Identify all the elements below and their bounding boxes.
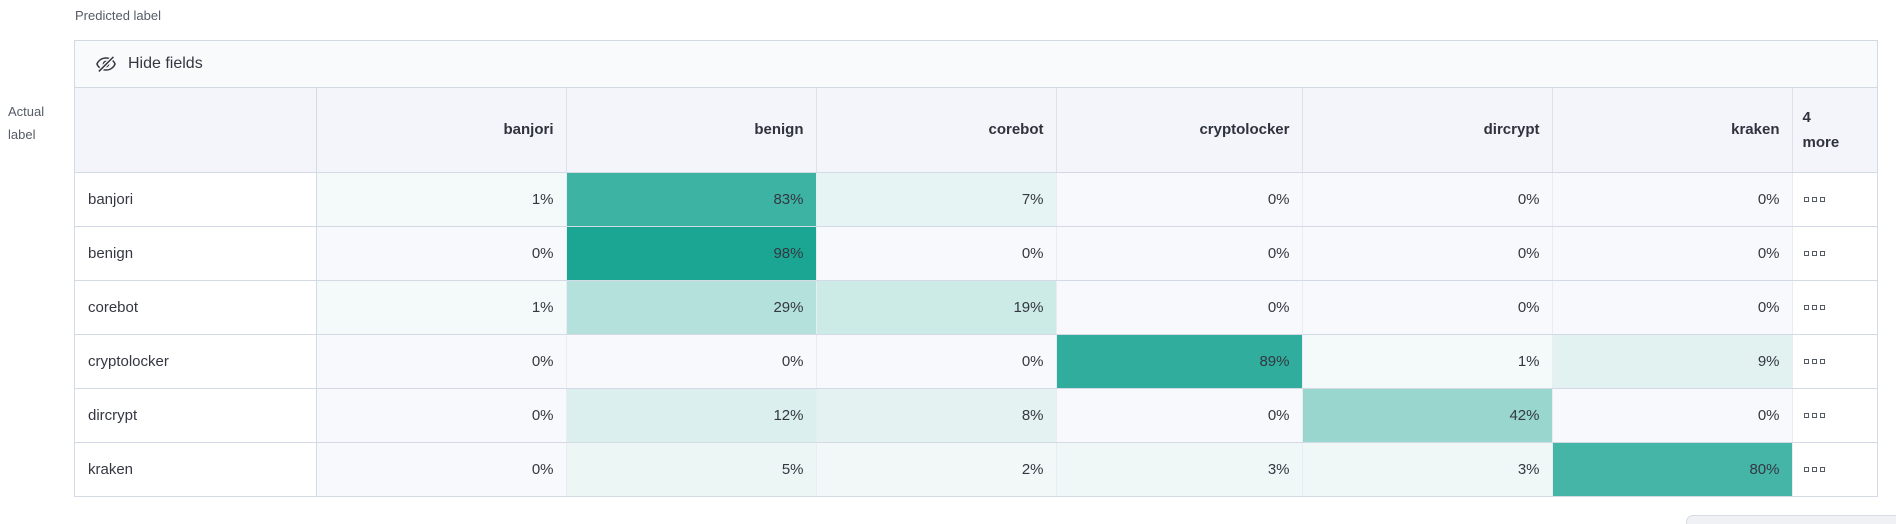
grid-toolbar: Hide fields (75, 41, 1877, 88)
header-corner (75, 88, 317, 173)
row-label-kraken: kraken (75, 442, 317, 496)
matrix-row-banjori: banjori 1% 83% 7% 0% 0% 0% (75, 172, 1877, 227)
matrix-cell-benign-cryptolocker: 0% (1056, 226, 1303, 281)
matrix-cell-dircrypt-benign: 12% (566, 388, 817, 443)
actual-axis-label-line2: label (8, 127, 36, 142)
hide-fields-label: Hide fields (128, 55, 203, 72)
confusion-matrix-panel: Hide fields banjori benign corebot cryptolo… (74, 40, 1878, 497)
matrix-cell-banjori-dircrypt: 0% (1302, 172, 1553, 227)
matrix-cell-corebot-dircrypt: 0% (1302, 280, 1553, 335)
hide-fields-button[interactable]: Hide fields (95, 53, 203, 75)
boxes-horizontal-icon[interactable] (1803, 304, 1825, 310)
confusion-matrix-grid: banjori benign corebot cryptolocker dircrypt… (75, 88, 1877, 496)
matrix-cell-cryptolocker-corebot: 0% (816, 334, 1057, 389)
matrix-cell-banjori-corebot: 7% (816, 172, 1057, 227)
boxes-horizontal-icon[interactable] (1803, 358, 1825, 364)
boxes-horizontal-icon[interactable] (1803, 466, 1825, 472)
matrix-cell-cryptolocker-kraken: 9% (1552, 334, 1793, 389)
matrix-cell-corebot-benign: 29% (566, 280, 817, 335)
matrix-cell-cryptolocker-benign: 0% (566, 334, 817, 389)
row-label-banjori: banjori (75, 172, 317, 227)
matrix-cell-benign-banjori: 0% (316, 226, 567, 281)
eye-closed-icon (95, 53, 117, 75)
row-label-corebot: corebot (75, 280, 317, 335)
column-header-corebot[interactable]: corebot (816, 88, 1057, 173)
column-header-banjori[interactable]: banjori (316, 88, 567, 173)
row-label-benign: benign (75, 226, 317, 281)
row-actions-cell (1792, 172, 1877, 227)
matrix-cell-dircrypt-banjori: 0% (316, 388, 567, 443)
matrix-cell-benign-kraken: 0% (1552, 226, 1793, 281)
matrix-cell-kraken-dircrypt: 3% (1302, 442, 1553, 496)
matrix-cell-banjori-cryptolocker: 0% (1056, 172, 1303, 227)
column-header-cryptolocker[interactable]: cryptolocker (1056, 88, 1303, 173)
matrix-cell-corebot-banjori: 1% (316, 280, 567, 335)
row-actions-cell (1792, 334, 1877, 389)
matrix-cell-benign-benign: 98% (566, 226, 817, 281)
column-header-kraken[interactable]: kraken (1552, 88, 1793, 173)
boxes-horizontal-icon[interactable] (1803, 250, 1825, 256)
actual-axis-label-line1: Actual (8, 104, 45, 119)
matrix-cell-dircrypt-dircrypt: 42% (1302, 388, 1553, 443)
boxes-horizontal-icon[interactable] (1803, 196, 1825, 202)
matrix-cell-kraken-corebot: 2% (816, 442, 1057, 496)
matrix-cell-kraken-kraken: 80% (1552, 442, 1793, 496)
matrix-cell-dircrypt-kraken: 0% (1552, 388, 1793, 443)
matrix-cell-kraken-banjori: 0% (316, 442, 567, 496)
matrix-cell-cryptolocker-banjori: 0% (316, 334, 567, 389)
matrix-cell-banjori-banjori: 1% (316, 172, 567, 227)
matrix-cell-benign-corebot: 0% (816, 226, 1057, 281)
row-label-cryptolocker: cryptolocker (75, 334, 317, 389)
matrix-cell-corebot-kraken: 0% (1552, 280, 1793, 335)
column-header-more[interactable]: 4 more (1792, 88, 1877, 173)
row-label-dircrypt: dircrypt (75, 388, 317, 443)
boxes-horizontal-icon[interactable] (1803, 412, 1825, 418)
matrix-cell-banjori-kraken: 0% (1552, 172, 1793, 227)
matrix-cell-dircrypt-corebot: 8% (816, 388, 1057, 443)
matrix-cell-kraken-cryptolocker: 3% (1056, 442, 1303, 496)
matrix-cell-corebot-corebot: 19% (816, 280, 1057, 335)
matrix-cell-kraken-benign: 5% (566, 442, 817, 496)
predicted-axis-label: Predicted label (75, 8, 161, 23)
actual-axis-label: Actual label (8, 100, 44, 146)
matrix-row-cryptolocker: cryptolocker 0% 0% 0% 89% 1% 9% (75, 334, 1877, 389)
matrix-cell-benign-dircrypt: 0% (1302, 226, 1553, 281)
matrix-row-kraken: kraken 0% 5% 2% 3% 3% 80% (75, 442, 1877, 496)
matrix-cell-corebot-cryptolocker: 0% (1056, 280, 1303, 335)
row-actions-cell (1792, 442, 1877, 496)
matrix-cell-dircrypt-cryptolocker: 0% (1056, 388, 1303, 443)
matrix-row-corebot: corebot 1% 29% 19% 0% 0% 0% (75, 280, 1877, 335)
matrix-cell-banjori-benign: 83% (566, 172, 817, 227)
matrix-cell-cryptolocker-cryptolocker: 89% (1056, 334, 1303, 389)
matrix-row-benign: benign 0% 98% 0% 0% 0% 0% (75, 226, 1877, 281)
column-header-dircrypt[interactable]: dircrypt (1302, 88, 1553, 173)
matrix-row-dircrypt: dircrypt 0% 12% 8% 0% 42% 0% (75, 388, 1877, 443)
row-actions-cell (1792, 388, 1877, 443)
header-row: banjori benign corebot cryptolocker dircrypt… (75, 88, 1877, 173)
row-actions-cell (1792, 226, 1877, 281)
matrix-cell-cryptolocker-dircrypt: 1% (1302, 334, 1553, 389)
row-actions-cell (1792, 280, 1877, 335)
more-columns-label: 4 more (1802, 108, 1840, 151)
column-header-benign[interactable]: benign (566, 88, 817, 173)
horizontal-scrollbar-thumb[interactable] (1686, 515, 1896, 524)
